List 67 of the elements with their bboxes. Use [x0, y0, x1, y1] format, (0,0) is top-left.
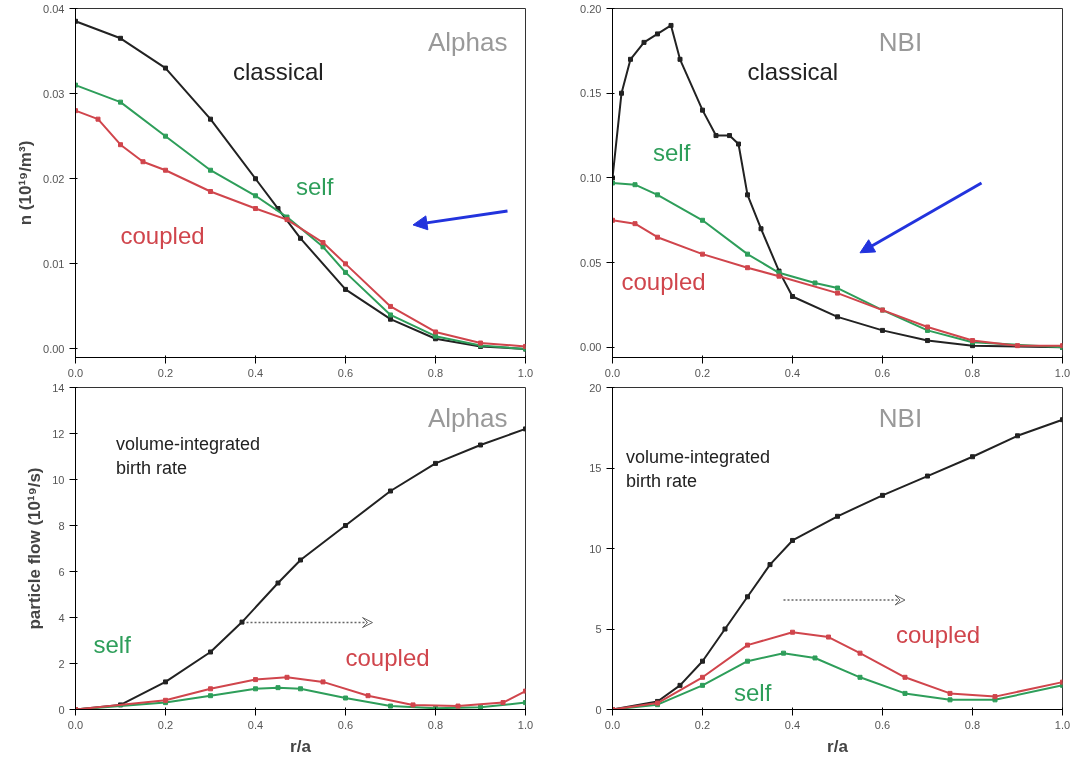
text: volume-integrated birth rate	[626, 446, 771, 491]
x-tick-label: 0.6	[337, 366, 354, 379]
x-tick-label: 0.0	[67, 718, 84, 731]
y-tick-label: 12	[52, 427, 65, 440]
series-label: coupled	[120, 222, 205, 250]
series-label: classical	[233, 58, 324, 86]
y-tick-label: 10	[589, 542, 602, 555]
x-tick-label: 0.8	[427, 366, 444, 379]
y-tick-label: 0	[58, 703, 65, 716]
y-axis-title: particle flow (10¹⁹/s)	[25, 467, 45, 630]
text: NBI	[878, 27, 923, 58]
x-tick-label: 0.4	[784, 718, 801, 731]
x-tick-label: 0.8	[427, 718, 444, 731]
y-tick-label: 4	[58, 611, 65, 624]
x-axis-title: r/a	[827, 736, 849, 756]
x-tick-label: 0.2	[157, 718, 174, 731]
text: volume-integrated birth rate	[116, 433, 261, 478]
x-tick-label: 0.4	[247, 366, 264, 379]
x-axis-title: r/a	[290, 736, 312, 756]
x-tick-label: 0.2	[694, 718, 711, 731]
x-tick-label: 0.6	[874, 366, 891, 379]
y-tick-label: 10	[52, 473, 65, 486]
series-label: self	[296, 173, 334, 201]
y-tick-label: 0.00	[580, 341, 602, 354]
series-label: coupled	[621, 267, 706, 295]
y-tick-label: 0.10	[580, 171, 602, 184]
x-tick-label: 0.0	[67, 366, 84, 379]
x-tick-label: 0.4	[784, 366, 801, 379]
x-tick-label: 0.6	[874, 718, 891, 731]
series-label: self	[734, 679, 772, 707]
x-tick-label: 0.0	[604, 366, 621, 379]
x-tick-label: 1.0	[517, 366, 534, 379]
y-tick-label: 0.03	[43, 87, 65, 100]
text: Alphas	[428, 27, 508, 58]
text: classical	[747, 58, 839, 86]
y-tick-label: 8	[58, 519, 65, 532]
y-tick-label: 0.00	[43, 342, 65, 355]
series-label: self	[93, 630, 132, 658]
y-tick-label: 20	[589, 381, 602, 394]
text: Alphas	[428, 402, 508, 433]
x-tick-label: 0.2	[694, 366, 711, 379]
y-axis-title: n (10¹⁹/m³)	[16, 140, 36, 226]
y-tick-label: 2	[58, 657, 65, 670]
y-tick-label: 0	[595, 703, 602, 716]
x-tick-label: 1.0	[517, 718, 534, 731]
series-label: coupled	[345, 643, 430, 671]
y-tick-label: 5	[595, 623, 602, 635]
y-tick-label: 0.15	[580, 87, 602, 100]
x-tick-label: 0.8	[964, 366, 981, 379]
x-tick-label: 0.8	[964, 718, 981, 731]
x-tick-label: 1.0	[1054, 366, 1071, 379]
x-tick-label: 0.6	[337, 718, 354, 731]
y-tick-label: 0.05	[580, 256, 602, 269]
x-tick-label: 1.0	[1054, 718, 1071, 731]
x-tick-label: 0.0	[604, 718, 621, 731]
y-tick-label: 15	[589, 462, 602, 474]
series-label: coupled	[896, 621, 981, 649]
y-tick-label: 0.20	[580, 2, 602, 15]
y-tick-label: 0.01	[43, 257, 65, 270]
text: NBI	[878, 402, 923, 433]
y-tick-label: 0.04	[43, 2, 65, 15]
y-tick-label: 6	[58, 565, 65, 578]
y-tick-label: 0.02	[43, 172, 65, 185]
x-tick-label: 0.4	[247, 718, 264, 731]
y-tick-label: 14	[52, 381, 65, 394]
series-label: self	[653, 138, 691, 166]
x-tick-label: 0.2	[157, 366, 174, 379]
